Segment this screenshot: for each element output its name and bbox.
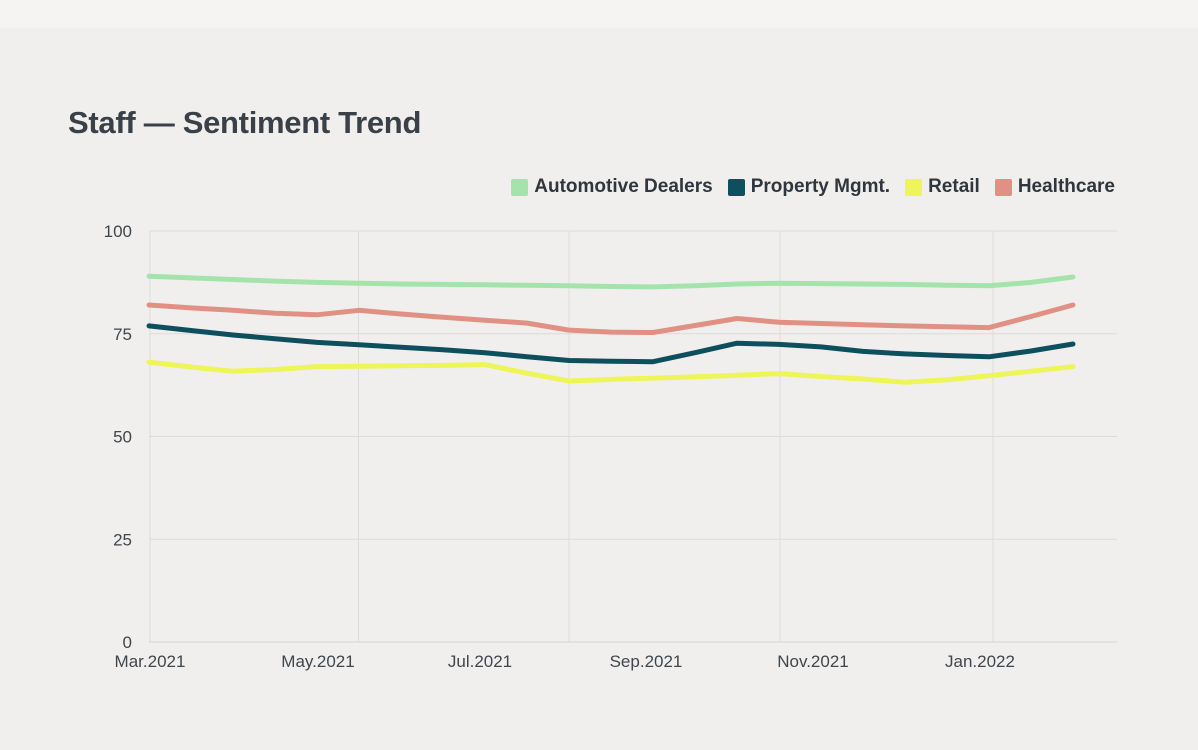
y-axis-tick-label: 25	[113, 530, 132, 549]
legend-item-healthcare[interactable]: Healthcare	[994, 176, 1115, 198]
x-axis-tick-label: May.2021	[281, 652, 354, 671]
y-axis-tick-label: 75	[113, 325, 132, 344]
legend-swatch-automotive-dealers-icon	[511, 178, 529, 196]
chart-title: Staff — Sentiment Trend	[68, 104, 422, 140]
y-axis-tick-label: 0	[123, 633, 132, 652]
x-axis-tick-label: Mar.2021	[115, 652, 186, 671]
series-line-retail	[146, 359, 1076, 385]
series-line-healthcare	[146, 302, 1076, 335]
series-line-automotive-dealers	[146, 273, 1076, 290]
legend-item-automotive-dealers[interactable]: Automotive Dealers	[511, 176, 713, 198]
legend-swatch-retail-icon	[905, 178, 923, 196]
legend-item-retail[interactable]: Retail	[905, 176, 980, 198]
x-axis-tick-label: Sep.2021	[610, 652, 683, 671]
series-line-property-mgmt	[146, 323, 1076, 365]
legend-label-property-mgmt: Property Mgmt.	[750, 176, 891, 197]
chart-legend: Automotive Dealers Property Mgmt. Retail…	[511, 176, 1115, 198]
legend-swatch-property-mgmt-icon	[727, 178, 745, 196]
legend-label-retail: Retail	[928, 176, 980, 197]
y-axis-tick-label: 100	[104, 222, 132, 241]
legend-label-automotive-dealers: Automotive Dealers	[534, 176, 713, 197]
legend-item-property-mgmt[interactable]: Property Mgmt.	[727, 176, 891, 198]
x-axis-tick-label: Jan.2022	[945, 652, 1015, 671]
y-axis-tick-label: 50	[113, 428, 132, 447]
x-axis-tick-label: Nov.2021	[777, 652, 849, 671]
legend-swatch-healthcare-icon	[994, 178, 1012, 196]
legend-label-healthcare: Healthcare	[1017, 176, 1115, 197]
top-strip	[0, 0, 1198, 28]
x-axis-tick-label: Jul.2021	[448, 652, 512, 671]
